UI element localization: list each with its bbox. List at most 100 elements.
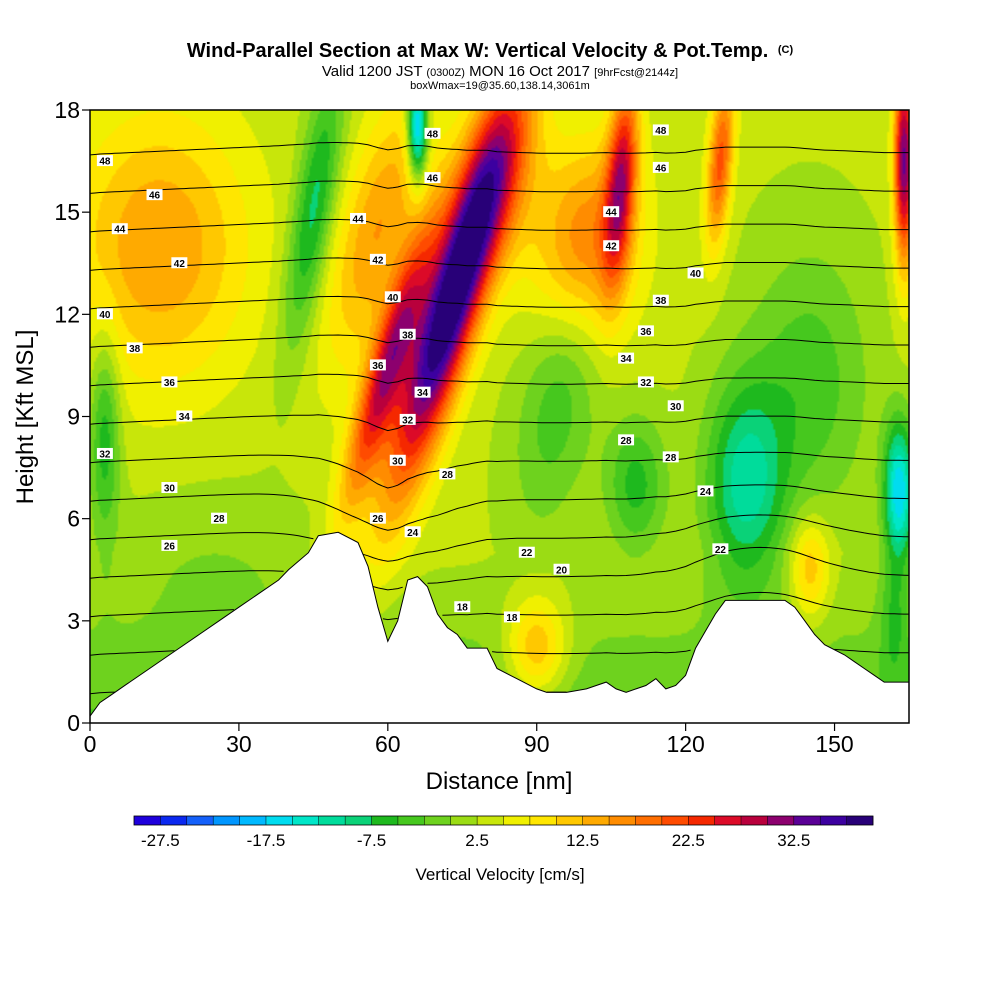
theta-contour-line [90,484,909,531]
theta-contour-line [90,334,909,348]
label-text: 44 [606,208,618,219]
label-text: 32 [402,415,414,426]
theta-contour-label: 24 [697,485,714,498]
label-text: 30 [392,456,404,467]
theta-contour-line [90,451,909,489]
label-box [503,611,520,623]
colorbar-swatch [318,816,346,825]
theta-contour-label: 18 [454,601,471,614]
colorbar-swatch [292,816,320,825]
colorbar-swatch [213,816,240,825]
theta-contour-label: 34 [414,386,431,399]
label-box [176,410,193,422]
label-box [652,294,669,306]
label-text: 24 [700,487,712,498]
label-box [454,601,471,613]
colorbar-swatch [424,816,452,825]
label-box [687,267,704,279]
theta-contour-line [90,142,909,156]
label-box [161,539,178,551]
label-text: 42 [606,242,618,253]
colorbar-swatch [793,816,821,825]
subtitle-forecast: [9hrFcst@2144z] [594,67,678,79]
label-box [389,454,406,466]
label-box [404,526,421,538]
theta-contour-label: 28 [662,451,679,464]
label-text: 28 [621,436,633,447]
x-tick-label: 0 [84,731,97,757]
theta-contour-label: 38 [399,328,416,341]
label-box [697,485,714,497]
label-box [384,291,401,303]
colorbar-tick-label: -27.5 [141,831,180,850]
label-text: 48 [427,129,439,140]
chart-subtitle-2: boxWmax=19@35.60,138.14,3061m [410,80,590,92]
theta-contour-line [90,648,909,656]
theta-contour-labels: 48 48 48 46 46 46 44 44 44 42 42 42 40 40 40 38 38 38 36 36… [96,124,729,624]
label-box [96,447,113,459]
label-text: 44 [352,214,364,225]
theta-contour-label: 46 [652,161,669,174]
theta-contour-label: 30 [389,454,406,467]
colorbar-tick-label: 32.5 [777,831,810,850]
label-box [96,155,113,167]
chart-title-text: Wind-Parallel Section at Max W: Vertical… [187,40,768,62]
label-text: 38 [655,296,667,307]
colorbar-tick-label: 12.5 [566,831,599,850]
label-box [111,223,128,235]
colorbar-swatch [477,816,504,825]
y-tick-label: 9 [67,404,80,430]
theta-contour-label: 40 [96,308,113,321]
theta-contour-label: 30 [161,482,178,495]
theta-contour-label: 32 [637,376,654,389]
colorbar-tick-label: 22.5 [672,831,705,850]
label-text: 42 [372,255,384,266]
colorbar-swatch [609,816,636,825]
colorbar-swatch [239,816,267,825]
colorbar-swatch [714,816,742,825]
label-box [399,413,416,425]
theta-contour-label: 44 [350,212,367,225]
label-box [369,253,386,265]
x-tick-label: 120 [666,731,704,757]
subtitle-zulu: (0300Z) [426,67,465,79]
label-text: 38 [402,330,414,341]
theta-contour-label: 26 [161,539,178,552]
label-text: 40 [99,310,111,321]
theta-contour-line [90,591,909,621]
chart-subtitle: Valid 1200 JST (0300Z) MON 16 Oct 2017 [… [322,63,678,80]
label-box [96,308,113,320]
theta-contour-label: 28 [439,468,456,481]
theta-contour-line [90,546,909,591]
colorbar-swatch [846,816,874,825]
colorbar-label: Vertical Velocity [cm/s] [415,865,584,884]
label-box [652,124,669,136]
label-text: 30 [164,484,176,495]
label-box [662,451,679,463]
colorbar-tick-label: -7.5 [357,831,386,850]
label-box [369,512,386,524]
label-text: 48 [655,126,667,137]
label-text: 28 [213,514,225,525]
theta-contour-line [90,218,909,233]
theta-contour-label: 38 [126,342,143,355]
colorbar-swatch [134,816,161,825]
theta-contour-label: 38 [652,294,669,307]
theta-contour-label: 40 [687,267,704,280]
label-text: 32 [640,378,652,389]
label-box [712,543,729,555]
x-axis-label: Distance [nm] [426,768,573,795]
label-box [211,512,228,524]
theta-contour-label: 26 [369,512,386,525]
x-tick-label: 30 [226,731,252,757]
theta-contour-label: 28 [211,512,228,525]
theta-contour-label: 40 [384,291,401,304]
label-text: 36 [164,378,176,389]
theta-contour-line [90,514,909,562]
colorbar: -27.5 -17.5 -7.5 2.5 12.5 22.5 32.5 [133,815,874,850]
colorbar-swatch [635,816,663,825]
theta-contours [90,142,909,694]
theta-contour-label: 44 [603,206,620,219]
y-tick-label: 18 [54,97,80,123]
